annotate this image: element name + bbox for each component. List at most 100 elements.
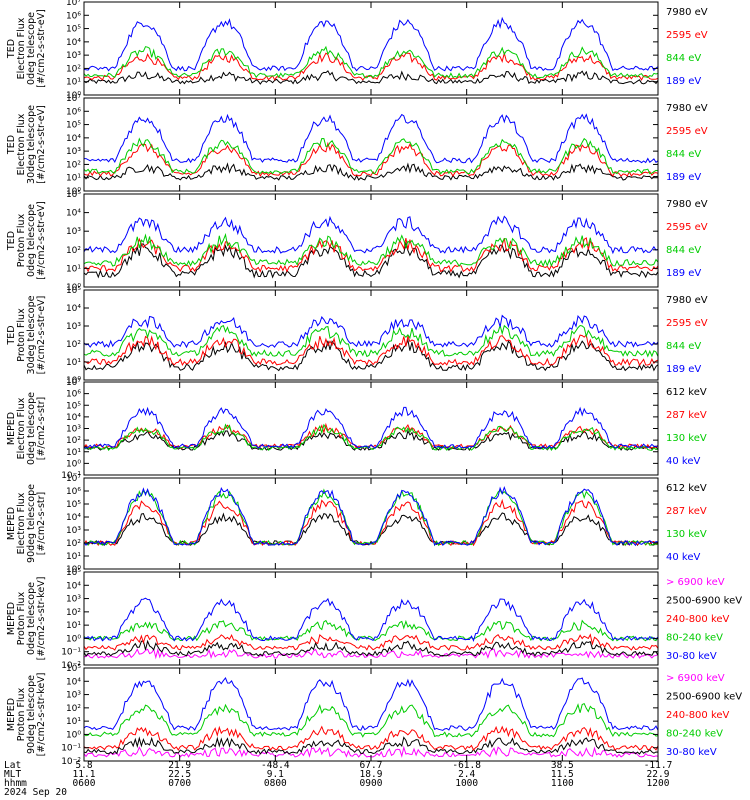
y-tick-label: 10⁻¹ (61, 471, 81, 481)
y-tick-label: 10³ (66, 691, 81, 701)
legend-entry: > 6900 keV (666, 673, 725, 684)
y-tick-label: 10² (66, 704, 81, 714)
footer-mlt-value: 22.5 (168, 769, 191, 780)
panel-4: 10⁰ 10¹ 10² 10³ 10⁴ 10⁵ TED Proton Flux 30deg te… (6, 286, 708, 386)
legend-entry: 844 eV (666, 341, 701, 352)
y-axis-label: 0deg telescope (26, 204, 37, 277)
y-axis-label: MEPED (6, 412, 17, 445)
y-axis-label: Proton Flux (16, 308, 27, 362)
series-line (83, 232, 659, 268)
series-line (83, 619, 659, 642)
legend-entry: 844 eV (666, 245, 701, 256)
legend-entry: 2500-6900 keV (666, 692, 742, 703)
legend-entry: 80-240 keV (666, 729, 723, 740)
y-tick-label: 10¹ (66, 358, 81, 368)
series-line (83, 597, 659, 643)
y-tick-label: 10⁰ (66, 187, 81, 197)
footer-lat-value: 38.5 (551, 760, 574, 771)
y-tick-label: 10⁰ (66, 376, 81, 386)
series-line (83, 137, 659, 175)
footer-lat-value: 5.8 (75, 760, 92, 771)
y-axis-label: Proton Flux (16, 687, 27, 741)
footer-hhmm-value: 0900 (360, 778, 383, 789)
y-tick-label: 10² (66, 436, 81, 446)
y-tick-label: 10⁻¹ (61, 744, 81, 754)
panel-1: 10⁰ 10¹ 10² 10³ 10⁴ 10⁵ 10⁶ 10⁷ TED Electron Flux… (6, 0, 708, 101)
y-tick-label: 10⁰ (66, 283, 81, 293)
footer-lat-value: -61.8 (452, 760, 481, 771)
footer-hhmm-value: 1100 (551, 778, 574, 789)
footer-mlt-value: 18.9 (360, 769, 383, 780)
y-tick-label: 10⁵ (66, 121, 81, 131)
y-tick-label: 10⁶ (66, 390, 81, 400)
legend-entry: 189 eV (666, 172, 701, 183)
y-tick-label: 10⁵ (66, 568, 81, 578)
legend-entry: 80-240 keV (666, 633, 723, 644)
y-axis-label: Proton Flux (16, 213, 27, 267)
legend-entry: 7980 eV (666, 103, 708, 114)
y-tick-label: 10² (66, 608, 81, 618)
legend-entry: 189 eV (666, 364, 701, 375)
footer-mlt-value: 11.5 (551, 769, 574, 780)
y-tick-label: 10³ (66, 425, 81, 435)
legend-entry: 7980 eV (666, 7, 708, 18)
series-line (83, 486, 659, 547)
legend-entry: 2595 eV (666, 126, 708, 137)
legend-entry: 7980 eV (666, 295, 708, 306)
y-tick-label: 10¹ (66, 78, 81, 88)
legend-entry: 2500-6900 keV (666, 596, 742, 607)
footer-hhmm-value: 1200 (647, 778, 670, 789)
y-tick-label: 10⁴ (66, 209, 81, 219)
y-axis-label: MEPED (6, 698, 17, 731)
y-axis-label: [#/cm2-s-str-eV] (36, 201, 47, 280)
y-axis-label: 90deg telescope (26, 484, 37, 563)
y-axis-label: Electron Flux (16, 113, 27, 175)
y-axis-label: MEPED (6, 507, 17, 540)
y-tick-label: 10² (66, 160, 81, 170)
footer-lat-value: -48.4 (261, 760, 290, 771)
legend-entry: 130 keV (666, 529, 707, 540)
y-tick-label: 10⁵ (66, 664, 81, 674)
y-axis-label: Proton Flux (16, 591, 27, 645)
y-axis-label: Electron Flux (16, 492, 27, 554)
series-line (83, 70, 659, 85)
y-tick-label: 10⁶ (66, 107, 81, 117)
series-line (83, 639, 659, 657)
y-tick-label: 10⁷ (66, 94, 81, 104)
y-tick-label: 10⁴ (66, 413, 81, 423)
y-tick-label: 10⁵ (66, 286, 81, 296)
y-axis-label: MEPED (6, 602, 17, 635)
y-tick-label: 10⁶ (66, 11, 81, 21)
y-axis-label: 0deg telescope (26, 582, 37, 655)
footer-hhmm-value: 0600 (73, 778, 96, 789)
series-line (83, 702, 659, 738)
y-axis-label: [#/cm2-s-str] (36, 397, 47, 460)
legend-entry: 40 keV (666, 552, 700, 563)
y-tick-label: 10⁵ (66, 25, 81, 35)
y-tick-label: 10³ (66, 526, 81, 536)
footer-label-lat: Lat (4, 760, 21, 771)
y-tick-label: 10² (66, 64, 81, 74)
y-tick-label: 10⁰ (66, 730, 81, 740)
footer-hhmm-value: 1000 (455, 778, 478, 789)
legend-entry: 240-800 keV (666, 710, 730, 721)
series-line (84, 113, 659, 164)
legend-entry: 2595 eV (666, 222, 708, 233)
y-tick-label: 10⁷ (66, 378, 81, 388)
y-tick-label: 10⁴ (66, 38, 81, 48)
y-axis-label: [#/cm2-s-str] (36, 492, 47, 555)
series-line (83, 406, 658, 449)
footer-label-hhmm: hhmm (4, 778, 27, 789)
footer-hhmm-value: 0700 (168, 778, 191, 789)
y-tick-label: 10¹ (66, 552, 81, 562)
legend-entry: 287 keV (666, 506, 707, 517)
y-tick-label: 10⁵ (66, 190, 81, 200)
legend-entry: 844 eV (666, 53, 701, 64)
legend-entry: 40 keV (666, 456, 700, 467)
y-tick-label: 10⁰ (66, 459, 81, 469)
panel-3: 10⁰ 10¹ 10² 10³ 10⁴ 10⁵ TED Proton Flux 0deg tel… (6, 190, 708, 293)
footer-lat-value: 67.7 (360, 760, 383, 771)
y-tick-label: 10⁻¹ (61, 648, 81, 658)
